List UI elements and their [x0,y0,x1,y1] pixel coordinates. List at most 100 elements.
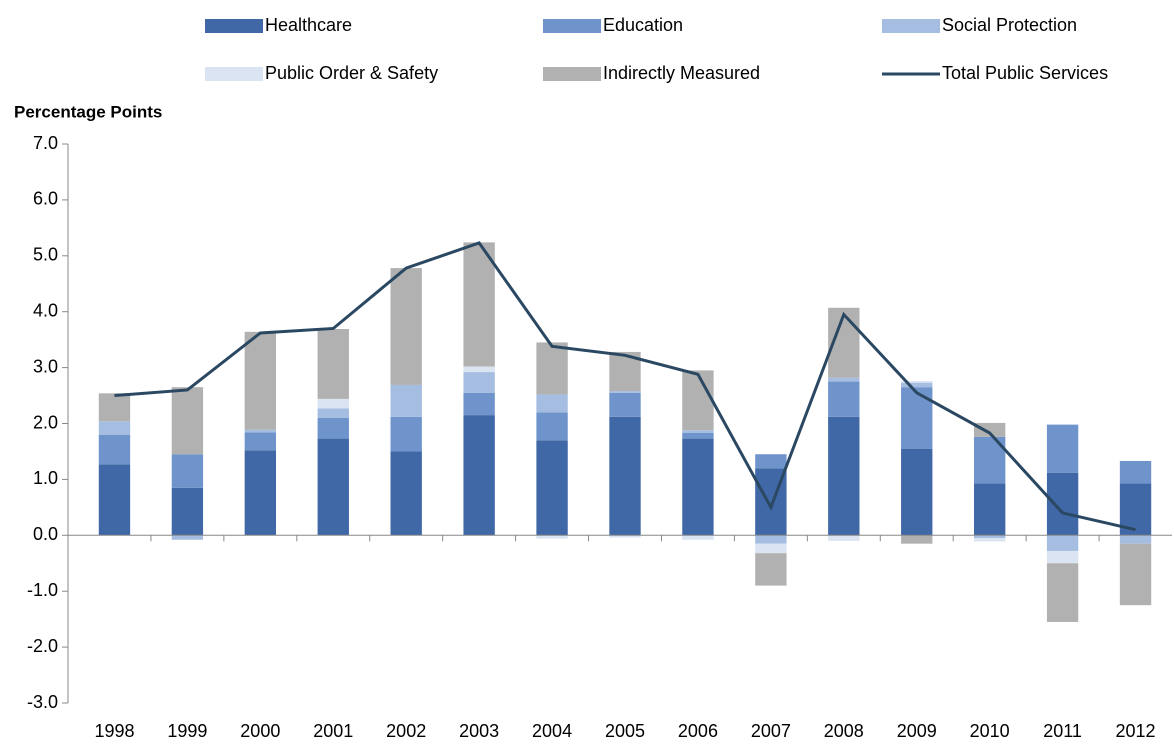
bar-segment [1046,563,1079,622]
y-tick-label: -3.0 [27,692,58,712]
bar-segment [682,433,714,439]
x-tick-label: 2002 [386,721,426,741]
y-tick-label: 1.0 [33,468,58,488]
bar-segment [682,438,714,536]
bar-segment [1119,460,1152,484]
bar-segment [171,387,204,455]
bar-segment [244,432,277,451]
bar-segment [463,366,495,373]
bar-segment [973,535,1006,539]
x-tick-label: 2010 [970,721,1010,741]
bar-segment [1046,472,1079,536]
bar-segment [536,412,568,441]
bar-segment [98,393,131,422]
x-tick-label: 2000 [240,721,280,741]
bar-segment [1046,550,1079,564]
bar-segment [317,438,349,536]
x-tick-label: 2001 [313,721,353,741]
total-line [114,241,1136,532]
bar-segment [390,451,422,536]
bar-segment [390,416,422,452]
bar-segment [682,430,714,434]
bar-segment [1119,535,1152,544]
bar-segment [901,535,933,544]
bar-segment [244,450,277,536]
legend-label: Social Protection [942,15,1077,35]
y-tick-label: -1.0 [27,580,58,600]
bar-segment [1046,535,1079,551]
bar-segment [317,417,349,439]
y-tick-label: 6.0 [33,189,58,209]
x-tick-label: 1999 [167,721,207,741]
bar-segment [317,329,349,399]
bar-segment [973,538,1006,542]
legend-swatch [882,19,940,33]
bar-segment [98,421,131,435]
bar-segment [390,268,422,385]
bar-segment [609,392,641,417]
bar-segment [536,440,568,536]
y-tick-label: 0.0 [33,524,58,544]
bar-segment [317,408,349,418]
legend-swatch [543,19,601,33]
y-axis-title: Percentage Points [14,102,162,121]
bar-segment [463,372,495,393]
bar-segment [463,415,495,536]
bar-segment [317,398,349,409]
y-tick-label: 4.0 [33,300,58,320]
x-tick-label: 2005 [605,721,645,741]
bar-segment [1119,543,1152,606]
bar-segment [828,535,860,541]
bar-segment [1046,424,1079,473]
y-tick-label: -2.0 [27,636,58,656]
bar-segment [901,381,933,383]
x-tick-label: 2007 [751,721,791,741]
bar-segment [609,416,641,536]
y-tick-label: 3.0 [33,356,58,376]
bar-segment [682,535,714,540]
y-tick-label: 5.0 [33,245,58,265]
bar-segment [901,448,933,536]
bar-segment [828,377,860,382]
legend-label: Total Public Services [942,63,1108,83]
bar-segment [973,483,1006,536]
x-tick-label: 2004 [532,721,572,741]
y-tick-label: 7.0 [33,133,58,153]
legend-swatch [205,67,263,81]
bar-segment [171,535,204,540]
bar-segment [901,387,933,449]
bar-segment [244,429,277,433]
x-tick-label: 2003 [459,721,499,741]
x-tick-label: 2006 [678,721,718,741]
bar-segment [171,454,204,488]
bar-segment [609,535,641,538]
bar-segment [244,331,277,430]
bar-segment [828,416,860,536]
x-tick-label: 1998 [94,721,134,741]
x-tick-label: 2009 [897,721,937,741]
bar-segment [390,384,422,417]
bar-segment [755,553,787,586]
legend-label: Healthcare [265,15,352,35]
x-tick-label: 2011 [1043,721,1082,741]
bar-segment [463,392,495,416]
bar-segment [682,370,714,431]
bar-segment [536,342,568,395]
bar-segment [536,535,568,539]
bar-segment [755,535,787,544]
bar-segment [463,242,495,367]
bar-segment [171,487,204,536]
bar-segment [755,543,787,554]
legend-label: Indirectly Measured [603,63,760,83]
x-tick-label: 2012 [1116,721,1156,741]
bar-segment [901,382,933,388]
bar-segment [98,434,131,465]
legend-swatch [205,19,263,33]
legend-swatch [543,67,601,81]
bar-segment [973,422,1006,437]
bar-segment [828,381,860,417]
y-tick-label: 2.0 [33,412,58,432]
bar-segment [536,394,568,413]
legend-label: Education [603,15,683,35]
